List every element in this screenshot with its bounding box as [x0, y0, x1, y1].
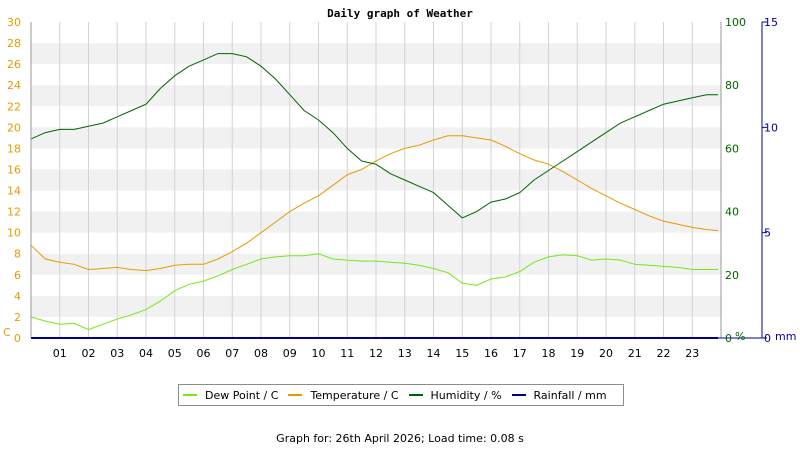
left-tick-label: 2 [14, 311, 21, 324]
middle-tick-label: 40 [725, 206, 739, 219]
right-tick-label: 5 [764, 227, 771, 240]
left-tick-label: 14 [7, 185, 21, 198]
legend-swatch-humidity [408, 394, 423, 396]
left-tick-label: 22 [7, 100, 21, 113]
tick-labels: 0246810121416182022242628300204060801000… [7, 16, 778, 360]
x-tick-label: 12 [369, 347, 383, 360]
legend-swatch-dew-point [183, 394, 197, 396]
legend-label-temperature: Temperature / C [310, 388, 399, 402]
right-tick-label: 10 [764, 121, 778, 134]
left-tick-label: 20 [7, 121, 21, 134]
legend-label-rainfall: Rainfall / mm [533, 388, 607, 402]
left-tick-label: 18 [7, 142, 21, 155]
chart-title: Daily graph of Weather [327, 7, 473, 20]
plot-grid [59, 22, 693, 338]
left-tick-label: 12 [7, 206, 21, 219]
x-tick-label: 02 [82, 347, 96, 360]
x-tick-label: 04 [139, 347, 153, 360]
x-tick-label: 09 [283, 347, 297, 360]
right-tick-label: 0 [764, 332, 771, 345]
x-tick-label: 19 [570, 347, 584, 360]
middle-tick-label: 60 [725, 142, 739, 155]
legend-item-humidity: Humidity / % [408, 388, 502, 402]
x-tick-label: 22 [657, 347, 671, 360]
right-axis-unit: mm [775, 330, 796, 343]
x-tick-label: 14 [427, 347, 441, 360]
x-tick-label: 16 [484, 347, 498, 360]
left-tick-label: 28 [7, 37, 21, 50]
x-tick-label: 10 [312, 347, 326, 360]
x-tick-label: 08 [254, 347, 268, 360]
left-tick-label: 30 [7, 16, 21, 29]
x-tick-label: 23 [685, 347, 699, 360]
legend-swatch-rainfall [511, 394, 526, 396]
legend-item-temperature: Temperature / C [288, 388, 399, 402]
left-tick-label: 0 [14, 332, 21, 345]
x-tick-label: 15 [455, 347, 469, 360]
right-tick-label: 15 [764, 16, 778, 29]
footer-status: Graph for: 26th April 2026; Load time: 0… [276, 432, 524, 445]
series-line-dew-point [30, 253, 719, 331]
x-tick-label: 06 [197, 347, 211, 360]
legend-label-humidity: Humidity / % [430, 388, 502, 402]
axes [30, 21, 767, 339]
legend-label-dew-point: Dew Point / C [205, 388, 279, 402]
x-tick-label: 03 [110, 347, 124, 360]
x-tick-label: 11 [340, 347, 354, 360]
left-tick-label: 6 [14, 269, 21, 282]
middle-tick-label: 100 [725, 16, 746, 29]
middle-tick-label: 0 [725, 332, 732, 345]
left-tick-label: 8 [14, 248, 21, 261]
series-line-humidity [30, 53, 719, 219]
x-tick-label: 01 [53, 347, 67, 360]
x-tick-label: 18 [542, 347, 556, 360]
series-line-temperature [30, 135, 719, 272]
middle-axis-unit: % [735, 330, 745, 343]
x-tick-label: 13 [398, 347, 412, 360]
left-tick-label: 4 [14, 290, 21, 303]
legend-item-rainfall: Rainfall / mm [511, 388, 607, 402]
x-tick-label: 07 [225, 347, 239, 360]
left-tick-label: 24 [7, 79, 21, 92]
x-tick-label: 20 [599, 347, 613, 360]
middle-tick-label: 80 [725, 79, 739, 92]
left-tick-label: 10 [7, 227, 21, 240]
x-tick-label: 17 [513, 347, 527, 360]
left-tick-label: 26 [7, 58, 21, 71]
left-tick-label: 16 [7, 163, 21, 176]
legend: Dew Point / C Temperature / C Humidity /… [178, 384, 624, 406]
legend-item-dew-point: Dew Point / C [183, 389, 278, 402]
x-tick-label: 21 [628, 347, 642, 360]
legend-swatch-temperature [288, 394, 303, 396]
x-tick-label: 05 [168, 347, 182, 360]
middle-tick-label: 20 [725, 269, 739, 282]
left-axis-unit: C [3, 326, 11, 339]
